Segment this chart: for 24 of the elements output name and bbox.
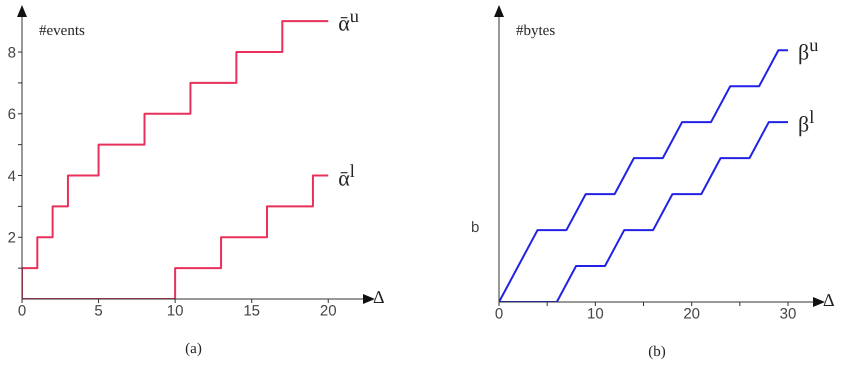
series-label: ᾱ$^{l}$: [338, 160, 355, 191]
x-tick-label: 20: [320, 302, 337, 320]
y-tick-label: 6: [8, 106, 16, 124]
y-tick-label: 4: [8, 168, 16, 185]
x-tick-label: 0: [18, 302, 26, 320]
x-tick-label: 0: [494, 306, 504, 323]
x-axis-title: Δ: [823, 290, 835, 311]
y-axis-title: #events: [39, 23, 85, 40]
y-tick-label: 8: [8, 44, 16, 62]
x-tick-label: 20: [683, 306, 700, 323]
x-tick-label: 30: [780, 306, 796, 323]
x-tick-label: 15: [243, 302, 260, 320]
x-tick-label: 10: [166, 302, 184, 320]
x-axis-title: Δ: [373, 287, 385, 308]
series-label: β$^{u}$: [798, 34, 818, 66]
text: b: [471, 218, 480, 236]
y-tick-label: 2: [8, 230, 16, 247]
x-tick-label: 10: [587, 306, 604, 323]
x-tick-label: 5: [94, 302, 103, 320]
y-axis-title: #bytes: [516, 23, 556, 40]
text: (b): [647, 344, 667, 361]
series-label: β$^{l}$: [798, 106, 814, 138]
series-label: ᾱ$^{u}$: [338, 5, 359, 36]
text: (a): [184, 341, 203, 358]
